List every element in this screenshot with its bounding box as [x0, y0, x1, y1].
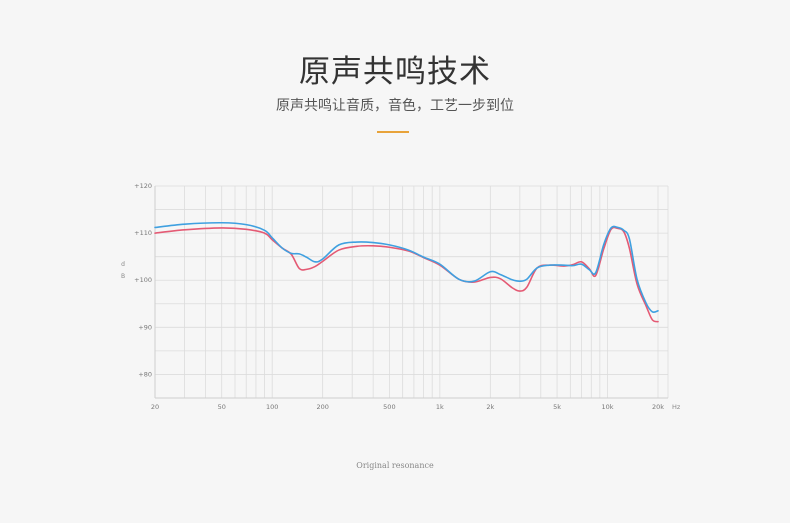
accent-divider	[377, 131, 409, 133]
x-axis-unit-label: Hz	[672, 403, 681, 411]
x-tick-label: 5k	[553, 403, 561, 411]
y-tick-label: +90	[138, 323, 152, 331]
y-axis-label-bottom: B	[121, 273, 125, 280]
chart-caption: Original resonance	[356, 461, 434, 470]
x-tick-label: 50	[218, 403, 226, 411]
x-tick-label: 1k	[436, 403, 444, 411]
y-tick-label: +80	[138, 370, 152, 378]
axis-ticks: +120 +110 +100 +90 +80 20 50 100 200 500 1k 2k 5k 10k…	[134, 182, 664, 411]
y-tick-label: +100	[134, 276, 152, 284]
x-tick-label: 20	[151, 403, 159, 411]
x-tick-label: 10k	[602, 403, 614, 411]
series-line-blue	[154, 221, 659, 313]
series-lines	[154, 221, 659, 323]
x-tick-label: 200	[316, 403, 328, 411]
y-tick-label: +120	[134, 182, 152, 190]
x-tick-label: 500	[383, 403, 395, 411]
page-title: 原声共鸣技术	[299, 54, 491, 90]
x-tick-label: 100	[266, 403, 278, 411]
page-subtitle: 原声共鸣让音质，音色，工艺一步到位	[276, 98, 514, 114]
y-tick-label: +110	[134, 229, 152, 237]
grid-lines	[154, 185, 669, 399]
x-tick-label: 2k	[486, 403, 494, 411]
x-tick-label: 20k	[652, 403, 664, 411]
y-axis-label-top: d	[121, 261, 125, 268]
series-line-red	[154, 226, 659, 323]
